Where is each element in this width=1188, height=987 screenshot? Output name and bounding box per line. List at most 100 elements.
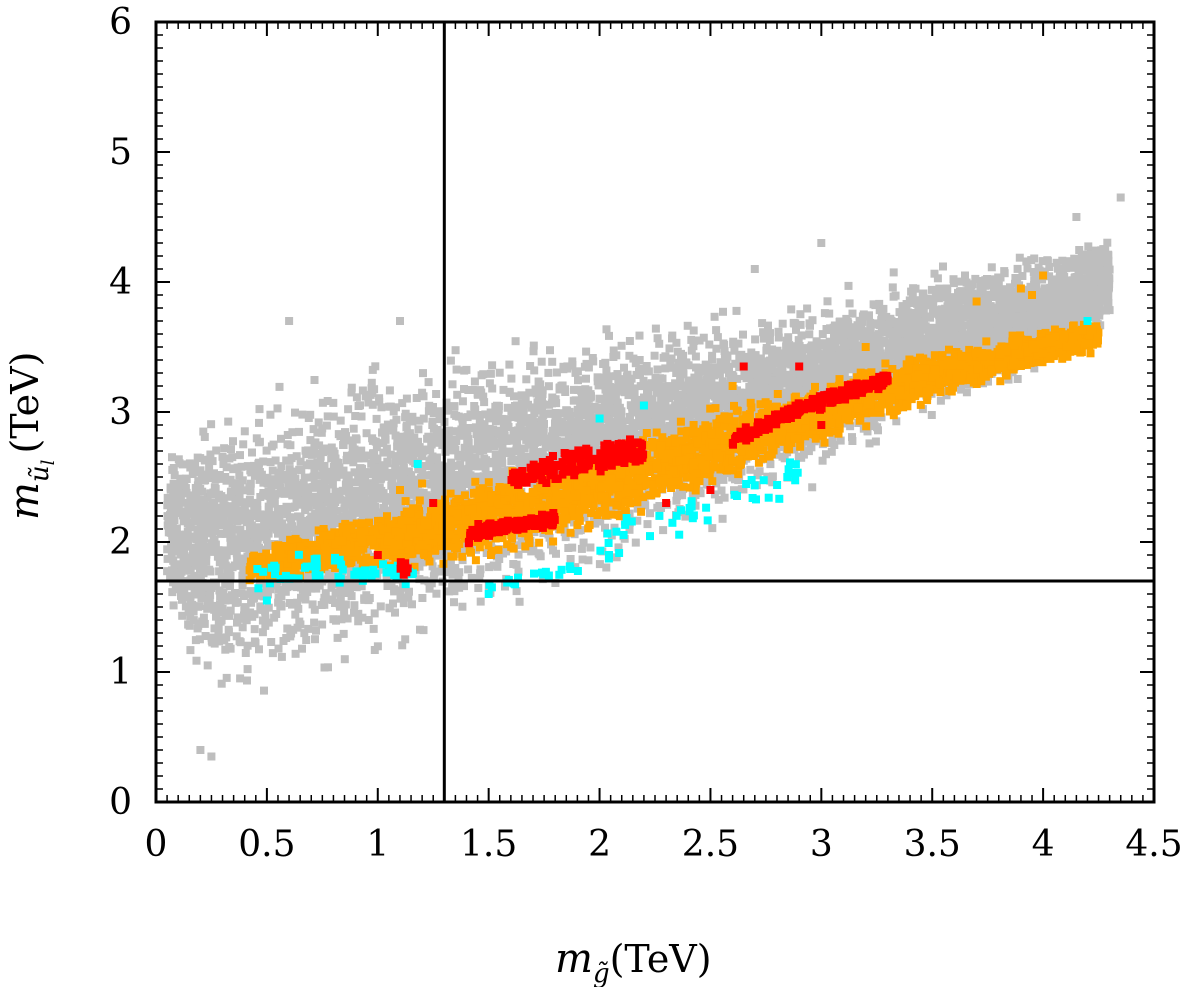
gray-point bbox=[538, 386, 547, 395]
gray-point bbox=[350, 468, 359, 477]
gray-point bbox=[1087, 301, 1095, 309]
gray-point bbox=[302, 636, 311, 644]
gray-point bbox=[827, 447, 836, 456]
gray-point bbox=[451, 446, 460, 454]
gray-point bbox=[565, 420, 573, 429]
gray-point bbox=[393, 437, 402, 446]
gray-point bbox=[460, 385, 468, 393]
gray-point bbox=[745, 382, 754, 391]
gray-point bbox=[957, 312, 966, 321]
gray-point bbox=[927, 411, 936, 419]
gray-point bbox=[759, 334, 768, 343]
gray-point bbox=[358, 474, 367, 482]
gray-point bbox=[333, 515, 342, 523]
gray-point bbox=[483, 444, 492, 453]
gray-point bbox=[628, 429, 637, 438]
gray-point bbox=[345, 564, 354, 573]
gray-point bbox=[858, 312, 867, 321]
gray-point bbox=[489, 425, 498, 434]
gray-point bbox=[1030, 254, 1039, 263]
gray-point bbox=[713, 333, 722, 342]
gray-point bbox=[796, 378, 805, 387]
gray-point bbox=[984, 279, 993, 288]
gray-point bbox=[924, 345, 933, 354]
gray-point bbox=[267, 638, 276, 646]
gray-point bbox=[871, 320, 880, 329]
gray-point bbox=[827, 345, 836, 354]
gray-point bbox=[676, 375, 685, 383]
gray-point bbox=[510, 392, 518, 401]
gray-point bbox=[318, 398, 327, 407]
gray-point bbox=[546, 442, 555, 451]
gray-point bbox=[186, 646, 195, 655]
gray-point bbox=[460, 582, 468, 591]
gray-point bbox=[357, 582, 366, 591]
gray-point bbox=[274, 585, 283, 594]
gray-point bbox=[762, 346, 771, 355]
gray-point bbox=[498, 438, 507, 447]
gray-point bbox=[191, 484, 200, 492]
gray-point bbox=[766, 460, 775, 469]
gray-point bbox=[485, 379, 494, 388]
gray-point bbox=[971, 274, 980, 283]
gray-point bbox=[1061, 263, 1070, 272]
gray-point bbox=[693, 386, 702, 395]
gray-point bbox=[558, 426, 567, 435]
gray-point bbox=[964, 297, 973, 306]
gray-point bbox=[717, 486, 726, 495]
gray-point bbox=[370, 385, 379, 394]
gray-point bbox=[227, 445, 235, 454]
gray-point bbox=[514, 550, 523, 559]
gray-point bbox=[614, 543, 623, 552]
gray-point bbox=[909, 330, 918, 339]
gray-point bbox=[178, 611, 187, 620]
gray-point bbox=[481, 463, 490, 472]
gray-point bbox=[1075, 246, 1084, 254]
gray-point bbox=[291, 610, 300, 619]
gray-point bbox=[491, 408, 500, 417]
gray-point bbox=[957, 385, 966, 394]
gray-point bbox=[933, 274, 942, 283]
gray-point bbox=[707, 378, 716, 387]
gray-point bbox=[181, 484, 190, 493]
gray-point bbox=[198, 593, 207, 601]
gray-point bbox=[304, 414, 313, 422]
gray-point bbox=[908, 290, 917, 299]
gray-point bbox=[370, 609, 379, 618]
gray-point bbox=[992, 303, 1001, 312]
gray-point bbox=[255, 418, 263, 427]
gray-point bbox=[270, 613, 279, 622]
gray-point bbox=[241, 649, 250, 657]
gray-point bbox=[277, 652, 286, 661]
gray-point bbox=[1031, 268, 1040, 277]
gray-point bbox=[879, 304, 888, 313]
gray-point bbox=[609, 346, 618, 355]
gray-point bbox=[963, 305, 972, 314]
gray-point bbox=[397, 506, 406, 515]
gray-point bbox=[799, 450, 808, 459]
gray-point bbox=[224, 625, 233, 634]
gray-point bbox=[424, 378, 433, 387]
gray-point bbox=[226, 606, 235, 615]
gray-point bbox=[754, 393, 763, 402]
gray-point bbox=[705, 340, 714, 349]
gray-point bbox=[305, 459, 314, 468]
gray-point bbox=[653, 365, 662, 374]
gray-point bbox=[408, 555, 417, 564]
gray-point bbox=[768, 345, 777, 354]
gray-point bbox=[310, 376, 319, 384]
gray-point bbox=[651, 324, 660, 333]
gray-point bbox=[1084, 274, 1093, 283]
gray-point bbox=[488, 361, 497, 370]
gray-point bbox=[450, 598, 458, 607]
gray-point bbox=[941, 330, 950, 339]
gray-point bbox=[479, 446, 488, 455]
gray-point bbox=[591, 519, 600, 528]
gray-point bbox=[1039, 310, 1048, 319]
gray-point bbox=[368, 365, 377, 374]
gray-point bbox=[291, 474, 300, 483]
gray-point bbox=[928, 323, 937, 332]
gray-point bbox=[320, 476, 329, 485]
gray-point bbox=[568, 361, 577, 369]
